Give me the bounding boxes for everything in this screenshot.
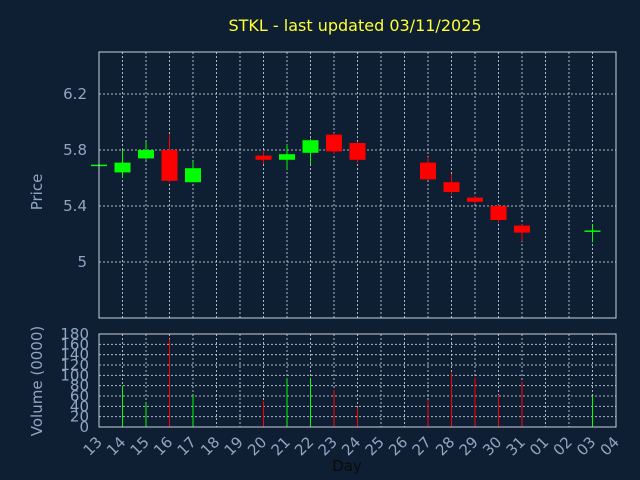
- candle-body: [302, 140, 319, 153]
- x-tick-label: 15: [127, 433, 153, 459]
- candle-body: [185, 168, 201, 183]
- volume-bars: [122, 339, 593, 427]
- volume-y-tick-label: 100: [60, 366, 89, 384]
- price-candles: [91, 133, 601, 243]
- x-tick-label: 20: [244, 433, 270, 459]
- price-frame: [98, 51, 617, 319]
- candle-body: [490, 206, 507, 220]
- x-tick-label: 18: [197, 433, 223, 459]
- candle-body: [467, 197, 483, 202]
- candle-body: [349, 143, 366, 160]
- x-tick-label: 14: [103, 433, 129, 459]
- x-tick-label: 19: [221, 433, 247, 459]
- volume-frame: [98, 333, 617, 428]
- x-tick-label: 02: [550, 433, 576, 459]
- price-y-tick-labels: 5 5.4 5.8 6.2: [63, 85, 87, 271]
- x-tick-label: 01: [526, 433, 552, 459]
- candle-body: [326, 134, 342, 152]
- x-tick-label: 31: [503, 433, 529, 459]
- candle-body: [255, 155, 272, 160]
- volume-y-tick-label: 160: [60, 335, 89, 353]
- candle-body: [161, 150, 178, 181]
- volume-y-tick-label: 20: [70, 408, 89, 426]
- volume-y-tick-label: 180: [60, 325, 89, 343]
- price-y-tick-label: 5.4: [63, 197, 87, 215]
- x-tick-label: 13: [80, 433, 106, 459]
- candle-body: [420, 162, 436, 180]
- volume-y-tick-label: 0: [79, 418, 89, 436]
- candle-body: [443, 182, 460, 192]
- x-tick-label: 26: [385, 433, 411, 459]
- volume-y-tick-label: 40: [70, 397, 89, 415]
- price-y-tick-label: 6.2: [63, 85, 87, 103]
- chart-title: STKL - last updated 03/11/2025: [228, 16, 481, 35]
- x-tick-labels: 1314151617181920212223242526272829303101…: [80, 433, 623, 459]
- x-tick-label: 03: [573, 433, 599, 459]
- price-y-tick-label: 5.8: [63, 141, 87, 159]
- price-y-tick-label: 5: [77, 253, 87, 271]
- x-tick-label: 04: [597, 433, 623, 459]
- x-tick-label: 17: [174, 433, 200, 459]
- x-tick-label: 29: [456, 433, 482, 459]
- x-axis-label: Day: [332, 457, 362, 475]
- candle-body: [514, 225, 530, 233]
- volume-y-tick-label: 120: [60, 356, 89, 374]
- volume-y-tick-label: 140: [60, 346, 89, 364]
- x-tick-label: 22: [291, 433, 317, 459]
- price-panel: 5 5.4 5.8 6.2 Price: [28, 51, 617, 319]
- candle-body: [279, 154, 295, 160]
- x-tick-label: 21: [268, 433, 294, 459]
- x-tick-label: 23: [315, 433, 341, 459]
- x-tick-label: 24: [338, 433, 364, 459]
- price-axis-label: Price: [28, 174, 46, 211]
- x-tick-label: 16: [150, 433, 176, 459]
- candle-body: [138, 150, 154, 159]
- volume-y-tick-label: 80: [70, 377, 89, 395]
- x-tick-label: 27: [409, 433, 435, 459]
- price-grid: [99, 52, 616, 318]
- x-tick-label: 30: [479, 433, 505, 459]
- x-tick-label: 25: [362, 433, 388, 459]
- volume-axis-label: Volume (0000): [28, 326, 46, 436]
- x-tick-label: 28: [432, 433, 458, 459]
- candle-body: [114, 162, 131, 173]
- volume-y-tick-label: 60: [70, 387, 89, 405]
